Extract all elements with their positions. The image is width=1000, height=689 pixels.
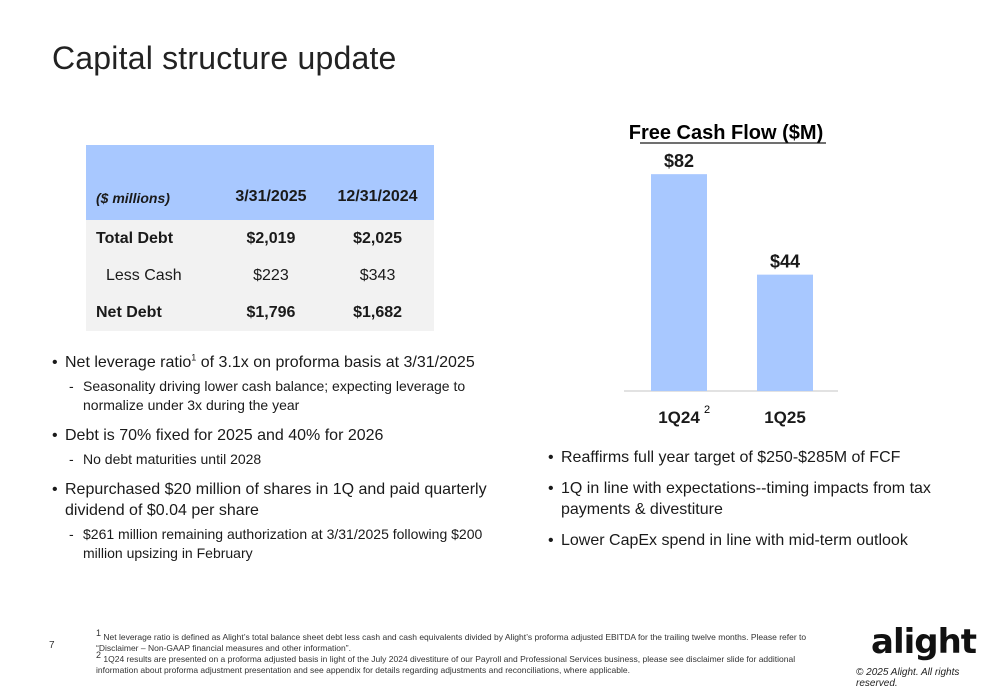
table-row-net-debt: Net Debt $1,796 $1,682	[86, 294, 434, 331]
table-row-less-cash: Less Cash $223 $343	[86, 257, 434, 294]
footnote-text: 1Q24 results are presented on a proforma…	[96, 654, 796, 675]
footnote-2: 2 1Q24 results are presented on a profor…	[96, 651, 836, 676]
sub-bullet-maturities: No debt maturities until 2028	[52, 450, 492, 469]
bar-1q25	[757, 274, 813, 391]
bar-1q24	[651, 174, 707, 391]
data-label-1q24: $82	[664, 151, 694, 171]
page-number: 7	[49, 640, 55, 651]
left-bullet-list: Net leverage ratio1 of 3.1x on proforma …	[52, 352, 492, 573]
row-label: Total Debt	[86, 220, 221, 257]
footnote-text: Net leverage ratio is defined as Alight’…	[96, 632, 807, 653]
right-bullet-list: Reaffirms full year target of $250-$285M…	[548, 447, 948, 561]
alight-logo: alight	[871, 622, 977, 662]
footnote-marker: 2	[96, 650, 102, 661]
sub-bullet-authorization: $261 million remaining authorization at …	[52, 525, 492, 563]
footnote-1: 1 Net leverage ratio is defined as Aligh…	[96, 629, 836, 654]
footnote-marker: 1	[96, 628, 102, 639]
row-label: Net Debt	[86, 294, 221, 331]
x-tick-label-1q25: 1Q25	[764, 408, 806, 427]
bullet-in-line-expectations: 1Q in line with expectations--timing imp…	[548, 478, 948, 520]
x-tick-label-1q24: 1Q24	[658, 408, 700, 427]
page-title: Capital structure update	[52, 40, 397, 76]
free-cash-flow-chart: Free Cash Flow ($M) $82 1Q24 2 $44 1Q25	[624, 122, 838, 427]
row-value-2: $1,682	[321, 294, 434, 331]
data-label-1q25: $44	[770, 252, 800, 272]
bullet-net-leverage: Net leverage ratio1 of 3.1x on proforma …	[52, 352, 492, 373]
bullet-lower-capex: Lower CapEx spend in line with mid-term …	[548, 530, 948, 551]
table-header-row: ($ millions) 3/31/2025 12/31/2024	[86, 145, 434, 220]
row-value-2: $343	[321, 257, 434, 294]
copyright-notice: © 2025 Alight. All rights reserved.	[856, 667, 960, 689]
table-header-date-2: 12/31/2024	[321, 145, 434, 220]
footnotes: 1 Net leverage ratio is defined as Aligh…	[96, 629, 836, 676]
row-value-1: $223	[220, 257, 322, 294]
chart-title: Free Cash Flow ($M)	[629, 122, 823, 144]
bullet-reaffirms-target: Reaffirms full year target of $250-$285M…	[548, 447, 948, 468]
debt-table: ($ millions) 3/31/2025 12/31/2024 Total …	[86, 145, 434, 331]
bullet-repurchase: Repurchased $20 million of shares in 1Q …	[52, 479, 492, 521]
row-value-1: $1,796	[220, 294, 322, 331]
table-row-total-debt: Total Debt $2,019 $2,025	[86, 220, 434, 257]
row-value-1: $2,019	[220, 220, 322, 257]
table-header-date-1: 3/31/2025	[220, 145, 322, 220]
bullet-debt-fixed: Debt is 70% fixed for 2025 and 40% for 2…	[52, 425, 492, 446]
bullet-text: Net leverage ratio	[65, 354, 192, 371]
row-label: Less Cash	[86, 257, 221, 294]
footnote-ref: 1	[191, 352, 197, 363]
bullet-text: of 3.1x on proforma basis at 3/31/2025	[196, 354, 475, 371]
sub-bullet-seasonality: Seasonality driving lower cash balance; …	[52, 377, 492, 415]
row-value-2: $2,025	[321, 220, 434, 257]
x-tick-footnote-ref: 2	[704, 404, 710, 416]
table-header-units: ($ millions)	[86, 145, 221, 220]
